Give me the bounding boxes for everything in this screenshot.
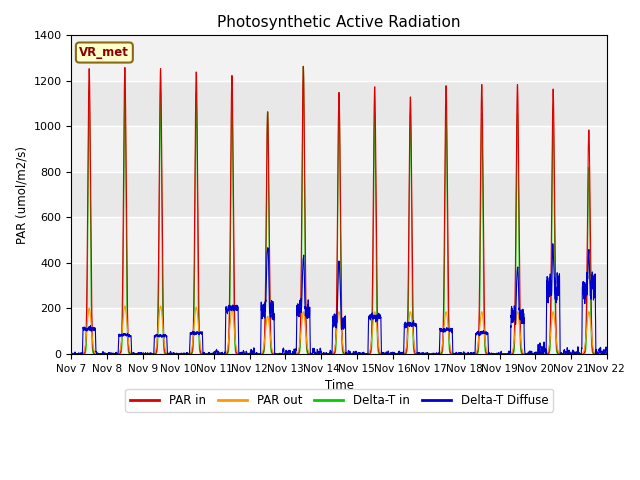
Bar [72, 126, 607, 172]
Title: Photosynthetic Active Radiation: Photosynthetic Active Radiation [217, 15, 461, 30]
Y-axis label: PAR (umol/m2/s): PAR (umol/m2/s) [15, 145, 28, 243]
Bar [72, 36, 607, 81]
Text: VR_met: VR_met [79, 46, 129, 59]
Legend: PAR in, PAR out, Delta-T in, Delta-T Diffuse: PAR in, PAR out, Delta-T in, Delta-T Dif… [125, 389, 553, 411]
X-axis label: Time: Time [324, 379, 353, 392]
Bar [72, 308, 607, 354]
Bar [72, 217, 607, 263]
